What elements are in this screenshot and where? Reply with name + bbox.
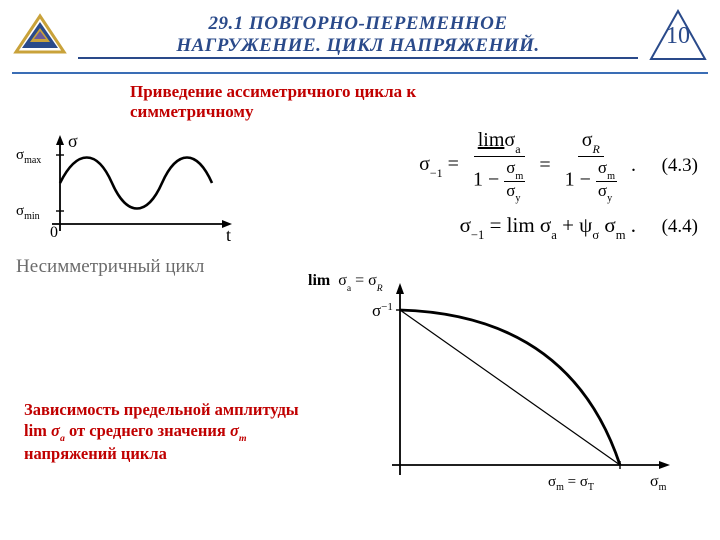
content-row: σ t 0 σmax σmin Несимметричный цикл σ−1 … (0, 129, 720, 278)
origin-label: 0 (50, 224, 58, 241)
slide-title: 29.1 ПОВТОРНО-ПЕРЕМЕННОЕ НАГРУЖЕНИЕ. ЦИК… (68, 13, 648, 59)
cycle-wave (60, 157, 212, 208)
title-line-2: НАГРУЖЕНИЕ. ЦИКЛ НАПРЯЖЕНИЙ. (78, 35, 638, 59)
y-label-sigma-minus1: σ−1 (372, 301, 393, 320)
equation-4-3: σ−1 = limσa 1 − σmσy = σR 1 − σmσy . (4.… (254, 129, 698, 203)
slide-number-badge: 10 (648, 9, 708, 63)
cycle-caption: Несимметричный цикл (16, 256, 242, 278)
sigma-max-label: σmax (16, 147, 41, 166)
cycle-figure: σ t 0 σmax σmin Несимметричный цикл (12, 129, 242, 278)
slide-number: 10 (666, 23, 690, 50)
x-label-sigma-m: σm (650, 473, 667, 493)
title-line-1: 29.1 ПОВТОРНО-ПЕРЕМЕННОЕ (78, 13, 638, 35)
logo-icon (12, 12, 68, 60)
y-axis-label: σ (68, 131, 78, 151)
figure-description: Зависимость предельной амплитуды lim σa … (24, 400, 324, 465)
header-rule (12, 72, 708, 74)
eq-number-4-3: (4.3) (654, 155, 698, 177)
slide-header: 29.1 ПОВТОРНО-ПЕРЕМЕННОЕ НАГРУЖЕНИЕ. ЦИК… (0, 0, 720, 72)
equations-block: σ−1 = limσa 1 − σmσy = σR 1 − σmσy . (4.… (254, 129, 708, 252)
eq-number-4-4: (4.4) (654, 216, 698, 238)
x-label-sigma-m-eq-sigma-t: σm = σT (548, 474, 594, 493)
equation-4-4: σ−1 = lim σa + ψσ σm . (4.4) (254, 213, 698, 241)
section-subtitle: Приведение ассиметричного цикла к симмет… (130, 82, 510, 123)
sigma-min-label: σmin (16, 203, 40, 222)
x-axis-label: t (226, 225, 231, 245)
dependence-figure: σ−1 σm = σT σm (370, 280, 680, 510)
